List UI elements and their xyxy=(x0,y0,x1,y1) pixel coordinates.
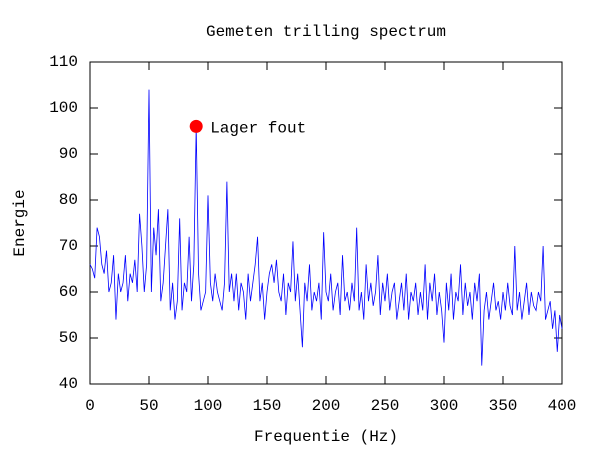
y-tick-label: 60 xyxy=(59,283,78,301)
data-line xyxy=(89,89,563,366)
x-tick-label: 200 xyxy=(312,397,341,415)
annotation-marker xyxy=(189,119,203,133)
y-tick-label: 90 xyxy=(59,145,78,163)
x-tick-label: 150 xyxy=(253,397,282,415)
plot-frame xyxy=(89,61,563,385)
y-tick-label: 80 xyxy=(59,191,78,209)
y-tick-label: 50 xyxy=(59,329,78,347)
x-tick-label: 100 xyxy=(194,397,223,415)
x-tick-label: 50 xyxy=(139,397,158,415)
x-tick-label: 300 xyxy=(430,397,459,415)
chart-title: Gemeten trilling spectrum xyxy=(206,23,446,41)
annotation-label: Lager fout xyxy=(210,120,306,138)
y-tick-label: 100 xyxy=(49,99,78,117)
x-tick-label: 250 xyxy=(371,397,400,415)
x-tick-label: 0 xyxy=(85,397,95,415)
x-tick-label: 350 xyxy=(489,397,518,415)
y-tick-label: 40 xyxy=(59,375,78,393)
y-tick-label: 110 xyxy=(49,53,78,71)
x-axis-label: Frequentie (Hz) xyxy=(254,428,398,446)
y-tick-label: 70 xyxy=(59,237,78,255)
x-tick-label: 400 xyxy=(548,397,577,415)
y-axis-label: Energie xyxy=(11,189,29,256)
